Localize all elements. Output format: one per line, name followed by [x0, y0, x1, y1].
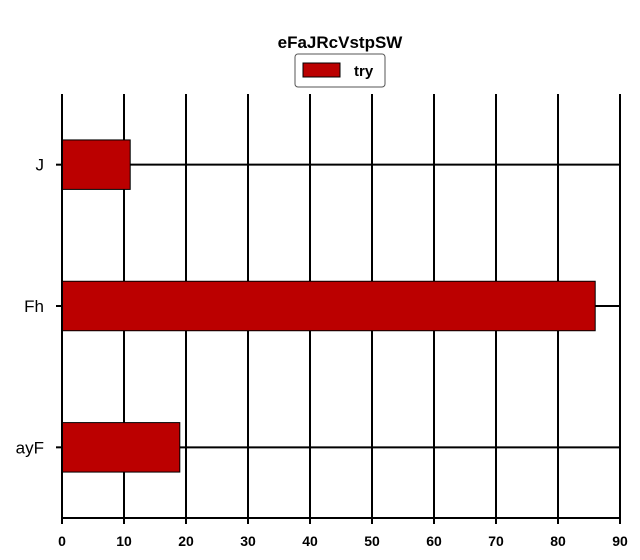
chart-title: eFaJRcVstpSW	[278, 33, 404, 52]
x-tick-label: 70	[488, 533, 504, 549]
x-tick-label: 90	[612, 533, 628, 549]
y-tick-label: ayF	[16, 438, 44, 457]
bar-Fh	[61, 280, 596, 332]
legend: try	[294, 53, 386, 88]
y-tick-label: J	[36, 156, 45, 175]
y-tick-labels: J Fh ayF	[16, 156, 44, 458]
x-tick-label: 10	[116, 533, 132, 549]
bar-ayF	[61, 422, 181, 473]
x-tick-labels: 0 10 20 30 40 50 60 70 80 90	[58, 533, 628, 549]
legend-label: try	[354, 63, 374, 80]
y-tick-label: Fh	[24, 297, 44, 316]
x-tick-label: 40	[302, 533, 318, 549]
legend-swatch	[302, 62, 341, 78]
bars	[61, 139, 596, 473]
x-tick-label: 60	[426, 533, 442, 549]
x-tick-label: 30	[240, 533, 256, 549]
x-tick-label: 0	[58, 533, 66, 549]
axes	[61, 94, 620, 519]
x-tick-label: 20	[178, 533, 194, 549]
bar-J	[61, 139, 131, 190]
x-tick-label: 50	[364, 533, 380, 549]
x-tick-label: 80	[550, 533, 566, 549]
